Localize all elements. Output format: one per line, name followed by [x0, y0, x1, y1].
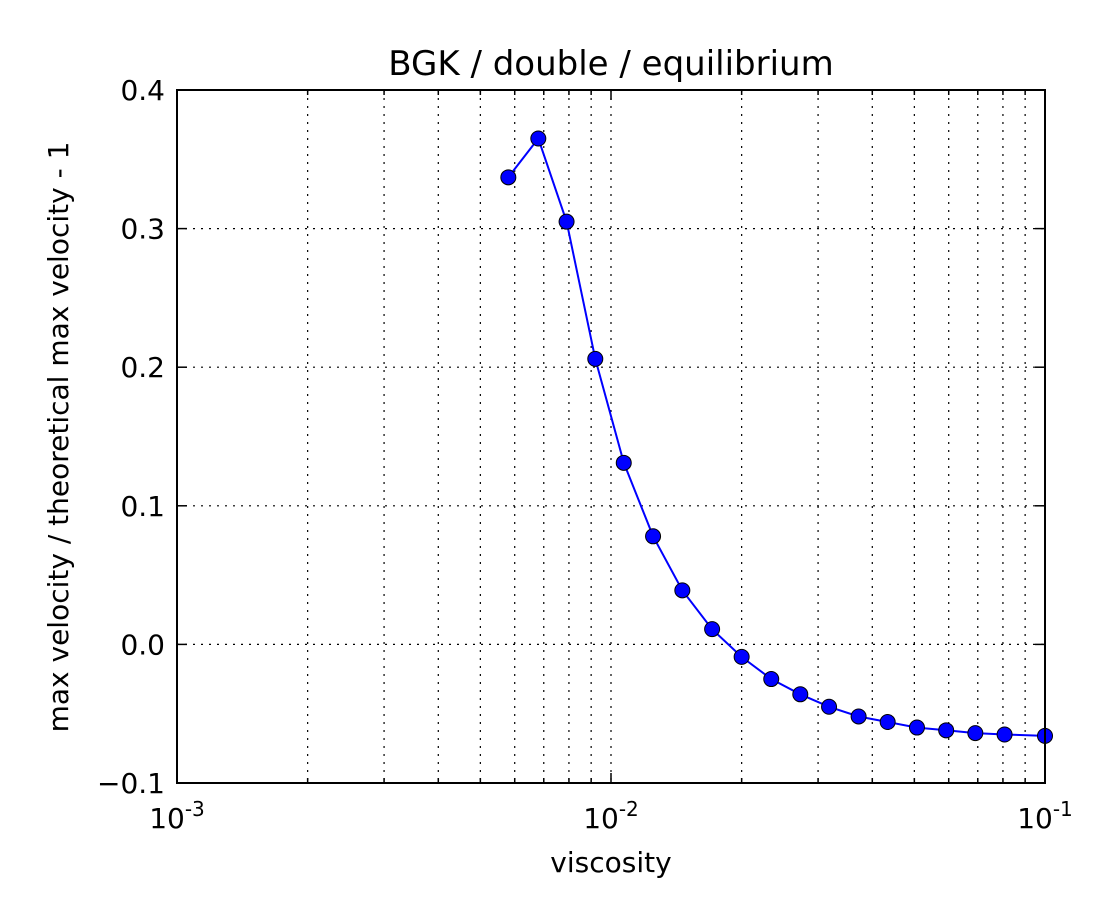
data-point — [645, 528, 662, 545]
x-tick-label-exponent: -3 — [185, 797, 205, 821]
x-axis-title: viscosity — [550, 846, 671, 879]
data-point — [587, 350, 604, 367]
series-layer — [500, 130, 1053, 744]
y-tick-label: 0.2 — [120, 351, 165, 384]
series-line — [507, 136, 1046, 737]
data-point — [908, 719, 925, 736]
y-tick-label: 0.1 — [120, 490, 165, 523]
y-tick-label: −0.1 — [97, 767, 165, 800]
x-tick-label-base: 10 — [1017, 802, 1053, 835]
x-tick-label: 10-3 — [149, 797, 205, 835]
x-tick-label-exponent: -2 — [619, 797, 639, 821]
grid — [177, 90, 1045, 783]
data-point — [763, 671, 780, 688]
x-tick-label-base: 10 — [149, 802, 185, 835]
data-point — [996, 726, 1013, 743]
data-point — [938, 722, 955, 739]
plot-frame — [176, 89, 1046, 784]
data-point — [733, 648, 750, 665]
y-tick-label: 0.3 — [120, 213, 165, 246]
x-tick-label: 10-1 — [1017, 797, 1073, 835]
x-tick-label-base: 10 — [583, 802, 619, 835]
tick-labels: 0.40.30.20.10.0−0.110-3 10-2 10-1 — [97, 74, 1073, 835]
data-point — [530, 130, 547, 147]
y-tick-label: 0.0 — [120, 628, 165, 661]
data-point — [704, 621, 721, 638]
data-point — [558, 213, 575, 230]
data-point — [500, 169, 517, 186]
axis-ticks — [176, 89, 1045, 784]
chart-title: BGK / double / equilibrium — [388, 44, 833, 84]
x-tick-label: 10-2 — [583, 797, 639, 835]
data-point — [850, 708, 867, 725]
data-point — [879, 714, 896, 731]
data-point — [674, 582, 691, 599]
data-point — [821, 698, 838, 715]
data-point — [792, 686, 809, 703]
y-axis-title: max velocity / theoretical max velocity … — [42, 142, 75, 733]
x-tick-label-exponent: -1 — [1053, 797, 1073, 821]
data-point — [615, 454, 632, 471]
data-point — [967, 725, 984, 742]
y-tick-label: 0.4 — [120, 74, 165, 107]
